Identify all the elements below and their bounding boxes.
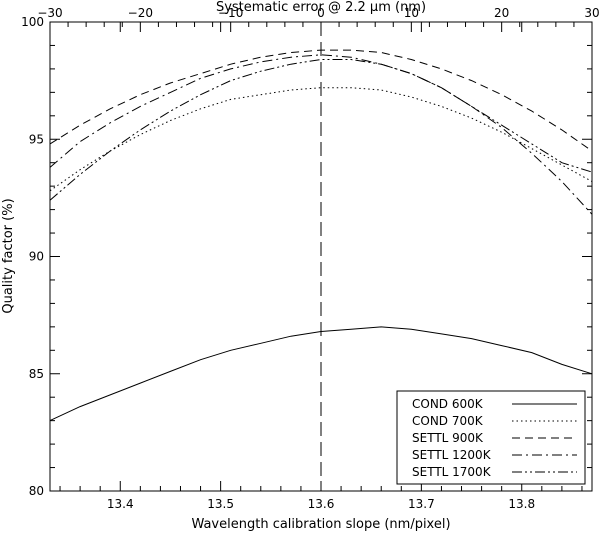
legend-label: COND 700K — [412, 414, 484, 428]
series-line — [49, 54, 593, 215]
y-axis-label: Quality factor (%) — [1, 198, 16, 313]
y-tick-label: 95 — [29, 132, 44, 146]
legend-label: COND 600K — [412, 397, 484, 411]
series-line — [49, 49, 593, 152]
y-tick-label: 80 — [29, 484, 44, 498]
legend-label: SETTL 1700K — [412, 465, 492, 479]
axis-tick-labels: 13.4 13.5 13.6 13.7 13.8 −30 −20 −10 0 10 20 30 80 85… — [21, 6, 600, 511]
legend-label: SETTL 900K — [412, 431, 484, 445]
legend-label: SETTL 1200K — [412, 448, 492, 462]
y-tick-label: 100 — [21, 15, 44, 29]
series-line — [49, 59, 593, 201]
series-lines — [49, 49, 593, 422]
top-x-tick-label: 30 — [584, 6, 599, 20]
series-line — [49, 326, 593, 422]
legend: COND 600K COND 700K SETTL 900K SETTL 1200K S… — [396, 390, 586, 485]
x-axis-label: Wavelength calibration slope (nm/pixel) — [191, 517, 450, 532]
x-tick-label: 13.8 — [508, 497, 535, 511]
top-x-tick-label: 10 — [404, 6, 419, 20]
top-x-tick-label: −30 — [37, 6, 62, 20]
x-tick-label: 13.4 — [107, 497, 134, 511]
x-tick-label: 13.5 — [207, 497, 234, 511]
x-tick-label: 13.7 — [408, 497, 435, 511]
top-x-tick-label: −20 — [128, 6, 153, 20]
top-x-tick-label: 20 — [494, 6, 509, 20]
y-tick-label: 85 — [29, 367, 44, 381]
legend-items: COND 600K COND 700K SETTL 900K SETTL 1200K S… — [412, 397, 577, 479]
top-x-tick-label: 0 — [317, 6, 325, 20]
y-tick-label: 90 — [29, 250, 44, 264]
top-x-axis-label: Systematic error @ 2.2 μm (nm) — [216, 0, 426, 15]
axis-ticks — [49, 21, 593, 492]
top-x-tick-label: −10 — [218, 6, 243, 20]
x-tick-label: 13.6 — [308, 497, 335, 511]
